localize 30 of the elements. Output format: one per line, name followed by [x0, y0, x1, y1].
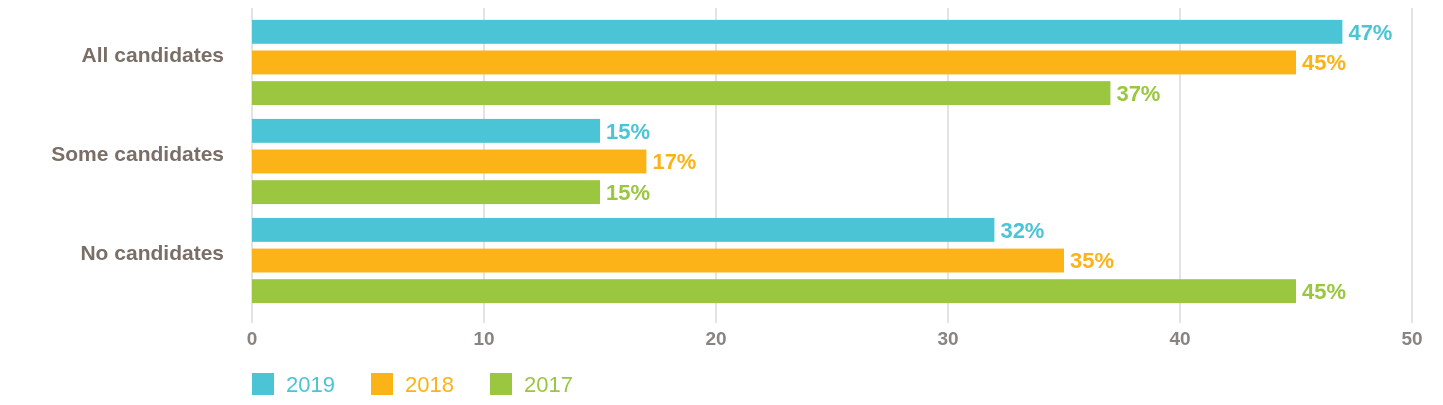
x-tick-label: 20 — [705, 328, 727, 349]
legend-label: 2017 — [524, 371, 573, 397]
x-tick-label: 40 — [1169, 328, 1191, 349]
data-label: 15% — [606, 118, 651, 144]
x-tick-label: 10 — [473, 328, 495, 349]
bar — [252, 149, 647, 174]
bar — [252, 217, 995, 242]
data-label: 15% — [606, 180, 651, 206]
x-tick-label: 0 — [246, 328, 258, 349]
y-tick-label: Some candidates — [51, 141, 224, 165]
data-label: 32% — [1000, 217, 1045, 243]
y-tick-label: All candidates — [81, 42, 224, 66]
bar — [252, 248, 1064, 273]
bar — [252, 50, 1296, 75]
bar — [252, 180, 600, 205]
data-label: 35% — [1070, 248, 1115, 274]
bar — [252, 19, 1343, 44]
data-label: 17% — [652, 149, 697, 175]
x-tick-label: 50 — [1401, 328, 1423, 349]
x-tick-label: 30 — [937, 328, 959, 349]
data-label: 45% — [1302, 279, 1347, 305]
data-label: 37% — [1116, 81, 1161, 107]
data-label: 47% — [1348, 19, 1393, 45]
data-label: 45% — [1302, 50, 1347, 76]
y-tick-label: No candidates — [80, 240, 224, 264]
bar — [252, 81, 1111, 106]
bar — [252, 118, 600, 143]
bar — [252, 279, 1296, 304]
legend-label: 2018 — [405, 371, 454, 397]
legend-label: 2019 — [286, 371, 335, 397]
